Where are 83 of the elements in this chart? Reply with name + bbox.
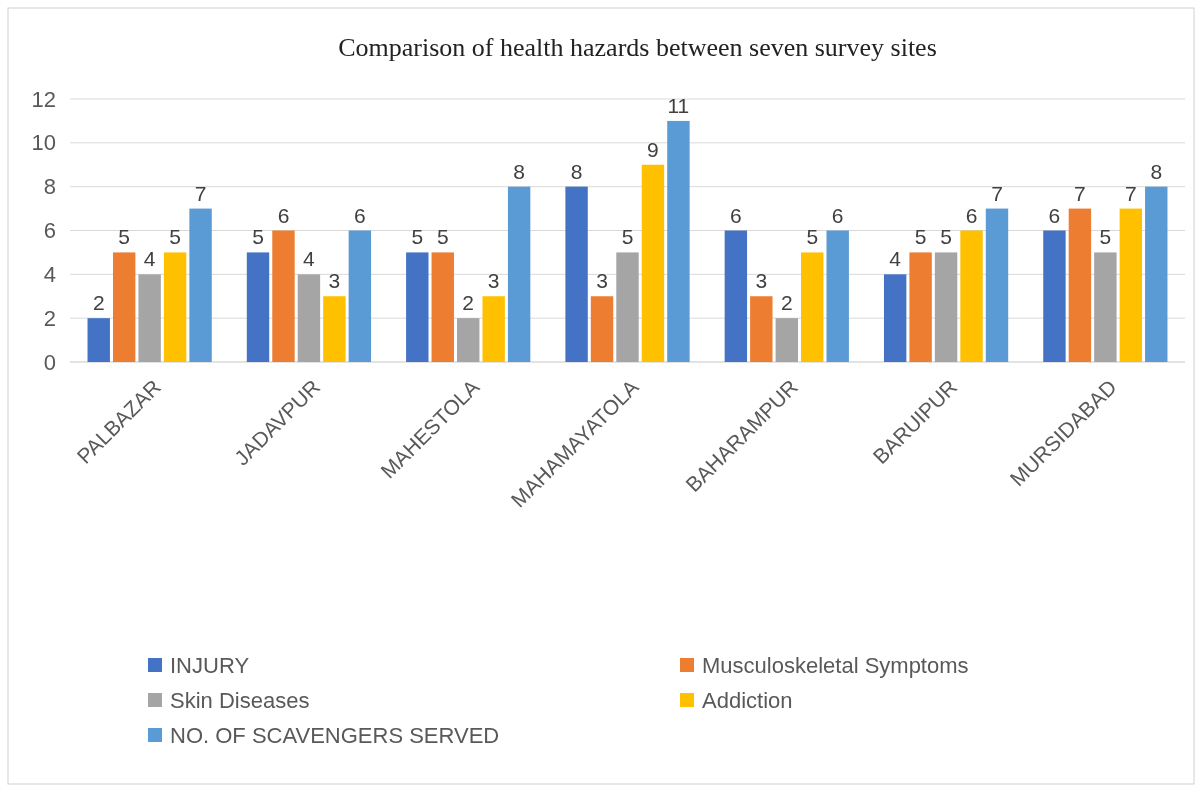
chart-title: Comparison of health hazards between seven survey sites: [338, 33, 937, 62]
data-label: 7: [1124, 181, 1137, 205]
data-label: 3: [596, 269, 608, 293]
data-label: 4: [889, 247, 902, 271]
bar: [960, 230, 983, 362]
bar: [1043, 230, 1066, 362]
bar: [826, 230, 849, 362]
data-label: 5: [436, 225, 449, 249]
bar: [934, 252, 958, 362]
data-label: 5: [940, 225, 952, 249]
bar: [112, 252, 136, 362]
data-label: 3: [487, 269, 500, 293]
data-label: 7: [991, 181, 1003, 205]
bar: [724, 230, 748, 362]
data-label: 8: [570, 159, 583, 183]
data-label: 3: [328, 269, 341, 293]
data-label: 6: [965, 203, 978, 227]
bar: [1145, 186, 1168, 362]
bar: [641, 164, 665, 362]
data-label: 4: [143, 247, 156, 271]
data-label: 9: [647, 137, 659, 161]
bar: [348, 230, 372, 362]
data-label: 6: [277, 203, 290, 227]
bar: [1068, 208, 1092, 362]
bar: [1119, 208, 1143, 362]
bar: [431, 252, 454, 362]
bar: [482, 296, 505, 362]
legend-label: Musculoskeletal Symptoms: [702, 653, 969, 678]
bar: [590, 296, 614, 362]
bar: [909, 252, 932, 362]
bar: [87, 318, 110, 362]
bar: [883, 274, 907, 362]
bar: [246, 252, 270, 362]
bar: [297, 274, 321, 362]
bar: [801, 252, 824, 362]
data-label: 6: [354, 203, 366, 227]
y-tick-label: 12: [31, 86, 56, 112]
bar: [272, 230, 295, 362]
y-tick-label: 6: [43, 218, 56, 244]
data-label: 3: [755, 269, 768, 293]
data-label: 7: [194, 181, 207, 205]
data-label: 6: [1048, 203, 1061, 227]
bar: [406, 252, 429, 362]
bar: [1094, 252, 1117, 362]
bar: [163, 252, 187, 362]
data-label: 5: [806, 225, 819, 249]
y-tick-label: 10: [31, 130, 56, 156]
legend-label: Skin Diseases: [170, 688, 310, 713]
bar: [323, 296, 346, 362]
legend-label: INJURY: [170, 653, 250, 678]
y-tick-label: 8: [43, 174, 56, 200]
y-tick-label: 2: [43, 305, 56, 331]
data-label: 5: [914, 225, 927, 249]
data-label: 5: [252, 225, 264, 249]
data-label: 7: [1074, 181, 1086, 205]
data-label: 4: [303, 247, 316, 271]
data-label: 2: [462, 291, 475, 315]
bar: [667, 120, 690, 362]
data-label: 5: [621, 225, 634, 249]
data-label: 8: [1150, 159, 1163, 183]
bar: [775, 318, 798, 362]
data-label: 5: [411, 225, 424, 249]
bar: [138, 274, 161, 362]
bar: [750, 296, 773, 362]
y-tick-label: 4: [43, 261, 56, 287]
data-label: 6: [730, 203, 742, 227]
y-tick-label: 0: [43, 349, 56, 375]
data-label: 2: [92, 291, 105, 315]
data-label: 5: [1099, 225, 1112, 249]
data-label: 5: [169, 225, 181, 249]
bar: [457, 318, 480, 362]
data-label: 6: [831, 203, 844, 227]
bar: [616, 252, 639, 362]
data-label: 11: [667, 93, 690, 117]
bar: [985, 208, 1009, 362]
legend-label: NO. OF SCAVENGERS SERVED: [170, 723, 500, 748]
bar: [189, 208, 212, 362]
legend-label: Addiction: [702, 688, 793, 713]
data-label: 8: [513, 159, 525, 183]
data-label: 5: [118, 225, 131, 249]
bar: [565, 186, 588, 362]
data-label: 2: [780, 291, 793, 315]
bar: [507, 186, 531, 362]
